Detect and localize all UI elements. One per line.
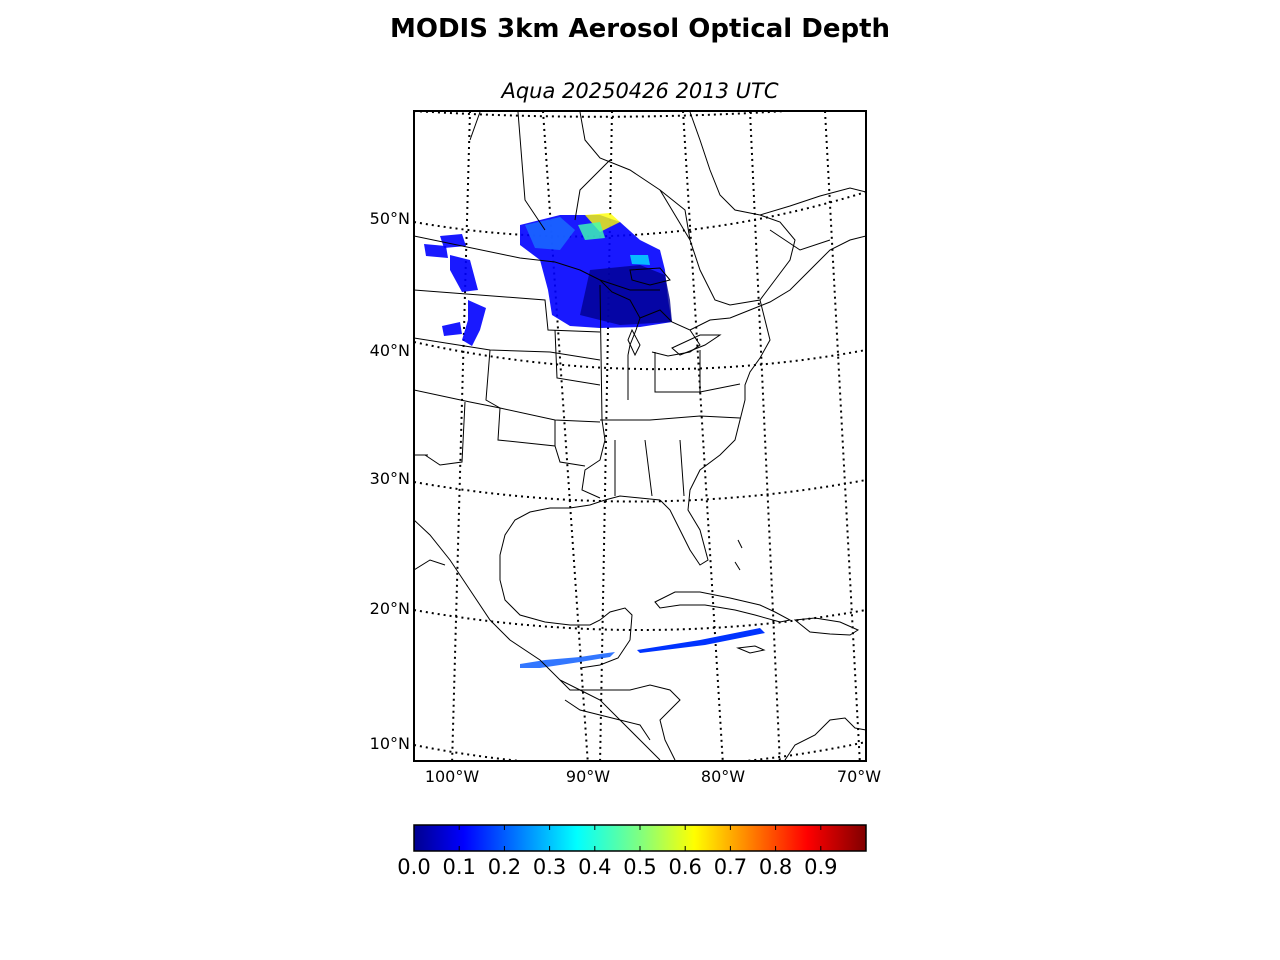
lon-label-70w: 70°W <box>836 767 882 786</box>
colorbar-tick-label: 0.9 <box>804 855 838 879</box>
latitude-gridlines <box>414 111 866 761</box>
aerosol-data <box>424 213 765 668</box>
coastlines-borders <box>414 111 866 761</box>
lat-label-10n: 10°N <box>369 734 410 753</box>
colorbar-tick-label: 0.5 <box>623 855 657 879</box>
colorbar-tick-label: 0.6 <box>668 855 702 879</box>
colorbar-tick-label: 0.4 <box>578 855 612 879</box>
figure-title: MODIS 3km Aerosol Optical Depth <box>389 14 891 44</box>
lat-label-20n: 20°N <box>369 599 410 618</box>
lat-label-30n: 30°N <box>369 469 410 488</box>
lat-label-50n: 50°N <box>369 209 410 228</box>
lon-label-90w: 90°W <box>565 767 611 786</box>
lon-label-80w: 80°W <box>700 767 746 786</box>
map-frame <box>413 110 867 762</box>
colorbar-tick-label: 0.3 <box>532 855 567 879</box>
lat-label-40n: 40°N <box>369 341 410 360</box>
longitude-gridlines <box>451 111 861 761</box>
colorbar <box>413 824 867 852</box>
colorbar-tick-label: 0.2 <box>487 855 522 879</box>
lon-label-100w: 100°W <box>424 767 480 786</box>
colorbar-tick-label: 0.1 <box>442 855 476 879</box>
colorbar-tick-label: 0.7 <box>713 855 748 879</box>
figure-subtitle: Aqua 20250426 2013 UTC <box>501 79 779 103</box>
colorbar-tick-label: 0.8 <box>758 855 793 879</box>
colorbar-tick-label: 0.0 <box>397 855 431 879</box>
